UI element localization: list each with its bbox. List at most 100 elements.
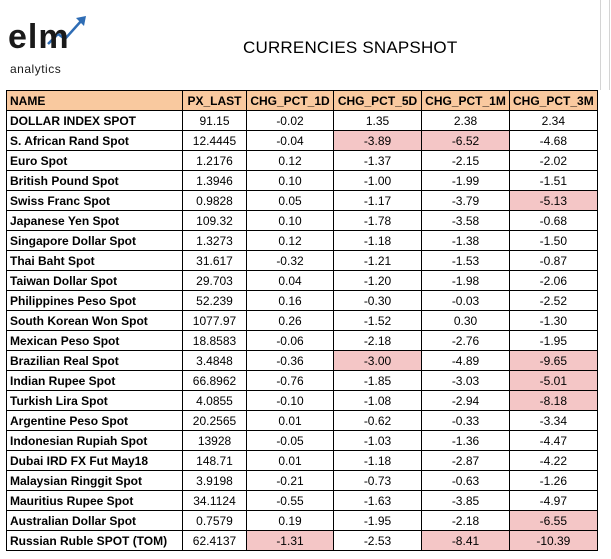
chg-1m-cell[interactable]: 2.38 <box>421 110 510 131</box>
chg-1m-cell[interactable]: -3.03 <box>421 370 510 391</box>
chg-1m-cell[interactable]: -0.33 <box>421 410 510 431</box>
currency-name-cell[interactable]: Thai Baht Spot <box>6 250 183 271</box>
px-last-cell[interactable]: 20.2565 <box>182 410 247 431</box>
chg-3m-cell[interactable]: -8.18 <box>509 390 598 411</box>
currency-name-cell[interactable]: Singapore Dollar Spot <box>6 230 183 251</box>
chg-5d-cell[interactable]: -1.52 <box>333 310 422 331</box>
chg-1d-cell[interactable]: 0.04 <box>246 270 334 291</box>
chg-1m-cell[interactable]: -3.85 <box>421 490 510 511</box>
chg-3m-cell[interactable]: -4.47 <box>509 430 598 451</box>
column-header-name[interactable]: NAME <box>6 90 183 111</box>
px-last-cell[interactable]: 4.0855 <box>182 390 247 411</box>
chg-1d-cell[interactable]: -1.31 <box>246 530 334 551</box>
chg-5d-cell[interactable]: -0.73 <box>333 470 422 491</box>
chg-1d-cell[interactable]: -0.21 <box>246 470 334 491</box>
chg-3m-cell[interactable]: -4.68 <box>509 130 598 151</box>
px-last-cell[interactable]: 62.4137 <box>182 530 247 551</box>
chg-1d-cell[interactable]: 0.01 <box>246 450 334 471</box>
chg-1d-cell[interactable]: 0.10 <box>246 170 334 191</box>
chg-3m-cell[interactable]: -5.01 <box>509 370 598 391</box>
chg-3m-cell[interactable]: 2.34 <box>509 110 598 131</box>
chg-5d-cell[interactable]: -1.08 <box>333 390 422 411</box>
chg-3m-cell[interactable]: -9.65 <box>509 350 598 371</box>
chg-1m-cell[interactable]: -1.98 <box>421 270 510 291</box>
currency-name-cell[interactable]: South Korean Won Spot <box>6 310 183 331</box>
currency-name-cell[interactable]: Turkish Lira Spot <box>6 390 183 411</box>
chg-3m-cell[interactable]: -0.68 <box>509 210 598 231</box>
currency-name-cell[interactable]: Australian Dollar Spot <box>6 510 183 531</box>
chg-5d-cell[interactable]: -1.37 <box>333 150 422 171</box>
chg-3m-cell[interactable]: -1.95 <box>509 330 598 351</box>
chg-1d-cell[interactable]: -0.04 <box>246 130 334 151</box>
px-last-cell[interactable]: 109.32 <box>182 210 247 231</box>
chg-3m-cell[interactable]: -6.55 <box>509 510 598 531</box>
currency-name-cell[interactable]: Indonesian Rupiah Spot <box>6 430 183 451</box>
px-last-cell[interactable]: 91.15 <box>182 110 247 131</box>
px-last-cell[interactable]: 29.703 <box>182 270 247 291</box>
chg-1d-cell[interactable]: -0.05 <box>246 430 334 451</box>
chg-1m-cell[interactable]: -2.15 <box>421 150 510 171</box>
chg-5d-cell[interactable]: -3.00 <box>333 350 422 371</box>
px-last-cell[interactable]: 34.1124 <box>182 490 247 511</box>
chg-5d-cell[interactable]: -1.21 <box>333 250 422 271</box>
chg-1d-cell[interactable]: 0.16 <box>246 290 334 311</box>
chg-3m-cell[interactable]: -1.50 <box>509 230 598 251</box>
chg-1m-cell[interactable]: -1.36 <box>421 430 510 451</box>
currency-name-cell[interactable]: Brazilian Real Spot <box>6 350 183 371</box>
chg-1m-cell[interactable]: 0.30 <box>421 310 510 331</box>
currency-name-cell[interactable]: Russian Ruble SPOT (TOM) <box>6 530 183 551</box>
px-last-cell[interactable]: 3.4848 <box>182 350 247 371</box>
chg-5d-cell[interactable]: -1.03 <box>333 430 422 451</box>
chg-1m-cell[interactable]: -6.52 <box>421 130 510 151</box>
currency-name-cell[interactable]: S. African Rand Spot <box>6 130 183 151</box>
currency-name-cell[interactable]: Argentine Peso Spot <box>6 410 183 431</box>
px-last-cell[interactable]: 1.3946 <box>182 170 247 191</box>
chg-1d-cell[interactable]: 0.01 <box>246 410 334 431</box>
chg-1m-cell[interactable]: -3.79 <box>421 190 510 211</box>
chg-1m-cell[interactable]: -3.58 <box>421 210 510 231</box>
chg-1d-cell[interactable]: -0.55 <box>246 490 334 511</box>
chg-5d-cell[interactable]: -2.53 <box>333 530 422 551</box>
chg-1d-cell[interactable]: 0.12 <box>246 150 334 171</box>
px-last-cell[interactable]: 12.4445 <box>182 130 247 151</box>
column-header-chg-1m[interactable]: CHG_PCT_1M <box>421 90 510 111</box>
chg-5d-cell[interactable]: -1.18 <box>333 230 422 251</box>
chg-3m-cell[interactable]: -4.97 <box>509 490 598 511</box>
px-last-cell[interactable]: 3.9198 <box>182 470 247 491</box>
column-header-chg-1d[interactable]: CHG_PCT_1D <box>246 90 334 111</box>
chg-5d-cell[interactable]: -1.85 <box>333 370 422 391</box>
chg-1d-cell[interactable]: -0.10 <box>246 390 334 411</box>
chg-3m-cell[interactable]: -2.52 <box>509 290 598 311</box>
chg-1d-cell[interactable]: 0.10 <box>246 210 334 231</box>
chg-3m-cell[interactable]: -5.13 <box>509 190 598 211</box>
chg-3m-cell[interactable]: -1.51 <box>509 170 598 191</box>
currency-name-cell[interactable]: Euro Spot <box>6 150 183 171</box>
px-last-cell[interactable]: 0.7579 <box>182 510 247 531</box>
px-last-cell[interactable]: 1.3273 <box>182 230 247 251</box>
chg-1m-cell[interactable]: -2.94 <box>421 390 510 411</box>
currency-name-cell[interactable]: DOLLAR INDEX SPOT <box>6 110 183 131</box>
chg-1m-cell[interactable]: -1.53 <box>421 250 510 271</box>
chg-1d-cell[interactable]: -0.36 <box>246 350 334 371</box>
chg-3m-cell[interactable]: -1.30 <box>509 310 598 331</box>
chg-3m-cell[interactable]: -3.34 <box>509 410 598 431</box>
currency-name-cell[interactable]: Taiwan Dollar Spot <box>6 270 183 291</box>
currency-name-cell[interactable]: Mauritius Rupee Spot <box>6 490 183 511</box>
column-header-chg-3m[interactable]: CHG_PCT_3M <box>509 90 598 111</box>
chg-1m-cell[interactable]: -0.03 <box>421 290 510 311</box>
chg-1m-cell[interactable]: -1.99 <box>421 170 510 191</box>
chg-3m-cell[interactable]: -2.02 <box>509 150 598 171</box>
chg-5d-cell[interactable]: -0.30 <box>333 290 422 311</box>
chg-1d-cell[interactable]: 0.12 <box>246 230 334 251</box>
px-last-cell[interactable]: 18.8583 <box>182 330 247 351</box>
chg-5d-cell[interactable]: -2.18 <box>333 330 422 351</box>
px-last-cell[interactable]: 13928 <box>182 430 247 451</box>
currency-name-cell[interactable]: British Pound Spot <box>6 170 183 191</box>
chg-5d-cell[interactable]: -1.18 <box>333 450 422 471</box>
column-header-px-last[interactable]: PX_LAST <box>182 90 247 111</box>
chg-1m-cell[interactable]: -4.89 <box>421 350 510 371</box>
chg-1d-cell[interactable]: 0.26 <box>246 310 334 331</box>
chg-1m-cell[interactable]: -0.63 <box>421 470 510 491</box>
chg-1d-cell[interactable]: -0.02 <box>246 110 334 131</box>
chg-1m-cell[interactable]: -2.87 <box>421 450 510 471</box>
